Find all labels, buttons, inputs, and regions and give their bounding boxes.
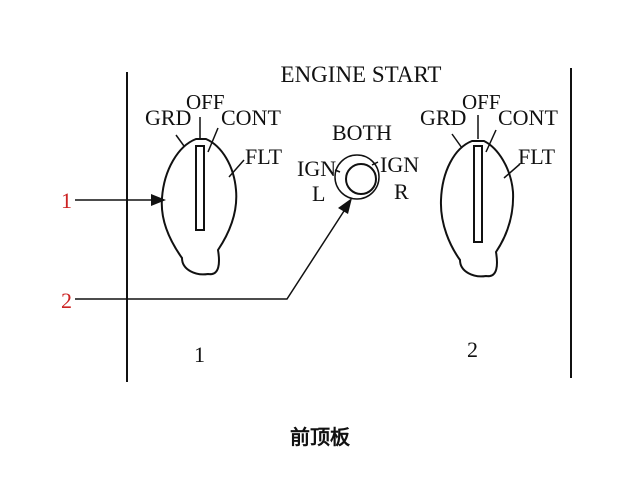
callout-2-number: 2 bbox=[61, 288, 72, 313]
figure-caption: 前顶板 bbox=[290, 425, 351, 449]
left-tick-grd bbox=[175, 134, 185, 147]
left-label-grd: GRD bbox=[145, 105, 191, 130]
left-label-cont: CONT bbox=[221, 105, 281, 130]
left-tick-flt bbox=[228, 159, 245, 178]
ignition-label-both: BOTH bbox=[332, 120, 392, 145]
right-label-flt: FLT bbox=[518, 144, 556, 169]
ignition-selector-outer-ring bbox=[334, 154, 380, 200]
panel-title: ENGINE START bbox=[281, 62, 442, 87]
ignition-label-left: L bbox=[312, 181, 325, 206]
left-tick-cont bbox=[207, 127, 219, 153]
ignition-tick-left bbox=[334, 169, 341, 173]
right-tick-flt bbox=[503, 163, 521, 179]
right-tick-grd bbox=[451, 133, 463, 149]
right-engine-start-switch[interactable]: GRD OFF CONT FLT bbox=[420, 90, 558, 278]
right-switch-knob[interactable] bbox=[439, 140, 515, 278]
right-label-off: OFF bbox=[462, 90, 501, 114]
right-tick-cont bbox=[485, 129, 497, 153]
left-engine-start-switch[interactable]: GRD OFF CONT FLT bbox=[145, 90, 283, 276]
right-switch-number: 2 bbox=[467, 337, 478, 362]
callout-1-number: 1 bbox=[61, 188, 72, 213]
callout-1-arrowhead bbox=[151, 194, 166, 206]
callout-2-leader bbox=[75, 210, 345, 300]
ignition-label-right: R bbox=[394, 179, 409, 204]
right-label-cont: CONT bbox=[498, 105, 558, 130]
ignition-selector-knob[interactable] bbox=[345, 163, 377, 195]
left-switch-number: 1 bbox=[194, 342, 205, 367]
right-label-grd: GRD bbox=[420, 105, 466, 130]
left-label-flt: FLT bbox=[245, 144, 283, 169]
left-switch-knob[interactable] bbox=[160, 138, 238, 276]
ignition-tick-right bbox=[371, 161, 379, 166]
callout-2-arrowhead bbox=[338, 198, 352, 214]
ignition-selector[interactable] bbox=[334, 154, 380, 200]
ignition-label-ign-left: IGN bbox=[297, 156, 336, 181]
right-switch-pointer bbox=[473, 145, 483, 243]
left-switch-pointer bbox=[195, 145, 205, 231]
ignition-label-ign-right: IGN bbox=[380, 152, 419, 177]
left-label-off: OFF bbox=[186, 90, 225, 114]
